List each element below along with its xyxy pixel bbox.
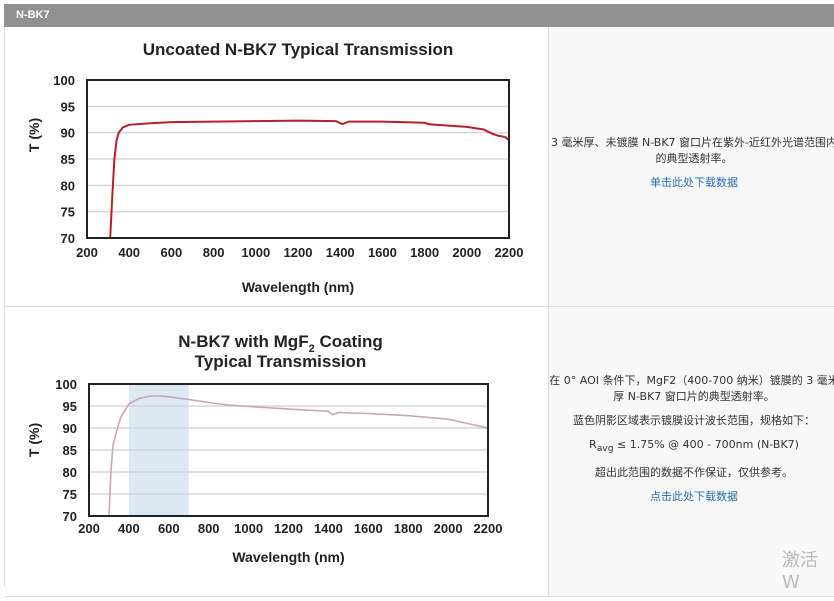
y-axis-label: T (%) [26, 118, 42, 152]
y-axis-label: T (%) [26, 423, 42, 457]
spec-text: Ravg ≤ 1.75% @ 400 - 700nm (N-BK7) [549, 437, 834, 457]
description-cell-uncoated: 3 毫米厚、未镀膜 N-BK7 窗口片在紫外-近红外光谱范围内的典型透射率。 单… [549, 27, 834, 307]
y-tick-label: 85 [61, 152, 75, 167]
section-header: N-BK7 [4, 4, 834, 27]
note-text: 超出此范围的数据不作保证，仅供参考。 [595, 466, 793, 480]
x-tick-label: 600 [158, 521, 180, 536]
y-tick-label: 80 [61, 178, 75, 193]
transmission-curve [108, 395, 489, 517]
y-tick-label: 80 [63, 465, 77, 480]
description-text: 3 毫米厚、未镀膜 N-BK7 窗口片在紫外-近红外光谱范围内的典型透射率。 [550, 136, 834, 165]
chart-title-part: 2 [309, 343, 315, 355]
spec-subscript: avg [596, 443, 614, 455]
x-tick-label: 400 [118, 245, 140, 260]
chart-title-part: Coating [315, 332, 383, 351]
chart-title: N-BK7 with MgF2 Coating [178, 332, 382, 355]
download-data-link[interactable]: 点击此处下载数据 [650, 490, 738, 504]
x-tick-label: 200 [76, 245, 98, 260]
x-tick-label: 1400 [326, 245, 355, 260]
chart-subtitle: Typical Transmission [195, 352, 367, 371]
x-tick-label: 400 [118, 521, 140, 536]
x-tick-label: 1600 [368, 245, 397, 260]
plot-frame [86, 79, 510, 239]
plot-frame [88, 383, 489, 517]
x-tick-label: 1400 [314, 521, 343, 536]
x-tick-label: 2000 [434, 521, 463, 536]
chart-cell-coated: N-BK7 with MgF2 Coating Typical Transmiss… [5, 307, 549, 597]
x-axis-label: Wavelength (nm) [232, 549, 344, 565]
transmission-curve [109, 119, 510, 239]
x-tick-label: 800 [203, 245, 225, 260]
data-table: Uncoated N-BK7 Typical Transmission 100 95… [4, 27, 834, 597]
chart-title-part: N-BK7 with MgF [178, 332, 308, 351]
description-text: 在 0° AOI 条件下，MgF2（400-700 纳米）镀膜的 3 毫米厚 N… [549, 374, 834, 403]
y-tick-label: 100 [55, 377, 77, 392]
download-data-link[interactable]: 单击此处下载数据 [650, 176, 738, 189]
y-tick-label: 95 [63, 399, 77, 414]
chart-uncoated: Uncoated N-BK7 Typical Transmission 100 95… [26, 40, 524, 295]
x-tick-label: 2200 [495, 245, 524, 260]
y-tick-label: 75 [63, 487, 77, 502]
x-tick-label: 1600 [354, 521, 383, 536]
x-tick-label: 800 [198, 521, 220, 536]
x-tick-label: 1800 [410, 245, 439, 260]
y-tick-label: 100 [53, 73, 75, 88]
y-tick-label: 70 [63, 509, 77, 524]
watermark: 激活 W [782, 550, 818, 593]
description-text: 蓝色阴影区域表示镀膜设计波长范围，规格如下： [573, 414, 815, 427]
x-tick-label: 1200 [284, 245, 313, 260]
y-tick-label: 85 [63, 443, 77, 458]
x-tick-label: 1800 [394, 521, 423, 536]
x-tick-label: 1200 [274, 521, 303, 536]
x-tick-label: 600 [161, 245, 183, 260]
y-tick-label: 70 [61, 231, 75, 246]
x-tick-label: 2000 [452, 245, 481, 260]
y-tick-label: 90 [61, 126, 75, 141]
chart-title: Uncoated N-BK7 Typical Transmission [143, 40, 453, 59]
spec-value: ≤ 1.75% @ 400 - 700nm (N-BK7) [613, 438, 799, 451]
y-tick-label: 90 [63, 421, 77, 436]
x-tick-label: 1000 [234, 521, 263, 536]
x-tick-label: 1000 [241, 245, 270, 260]
x-axis-label: Wavelength (nm) [242, 279, 354, 295]
y-tick-label: 75 [61, 205, 75, 220]
x-tick-label: 2200 [474, 521, 503, 536]
description-cell-coated: 在 0° AOI 条件下，MgF2（400-700 纳米）镀膜的 3 毫米厚 N… [549, 307, 834, 597]
x-tick-label: 200 [78, 521, 100, 536]
spec-symbol: R [589, 438, 597, 451]
chart-cell-uncoated: Uncoated N-BK7 Typical Transmission 100 95… [5, 27, 549, 307]
y-tick-label: 95 [61, 99, 75, 114]
